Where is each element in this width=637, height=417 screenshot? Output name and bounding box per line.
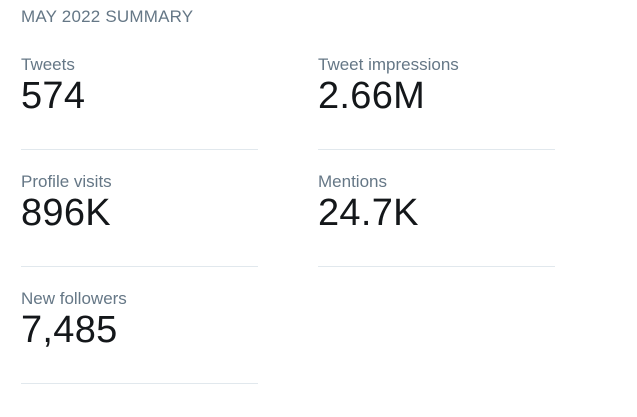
metric-value: 24.7K [318,192,419,234]
metric-new-followers: New followers 7,485 [21,289,258,384]
metric-value: 574 [21,75,86,117]
divider [318,149,555,150]
metric-tweets: Tweets 574 [21,55,258,150]
divider [21,383,258,384]
metric-label: New followers [21,289,127,308]
divider [21,149,258,150]
metric-profile-visits: Profile visits 896K [21,172,258,267]
metric-label: Mentions [318,172,387,191]
divider [21,266,258,267]
metric-value: 896K [21,192,111,234]
metric-mentions: Mentions 24.7K [318,172,555,267]
metric-tweet-impressions: Tweet impressions 2.66M [318,55,555,150]
metric-label: Tweets [21,55,75,74]
summary-title: MAY 2022 SUMMARY [21,7,194,26]
metric-label: Profile visits [21,172,112,191]
metric-label: Tweet impressions [318,55,459,74]
metric-value: 7,485 [21,309,118,351]
metric-value: 2.66M [318,75,426,117]
divider [318,266,555,267]
